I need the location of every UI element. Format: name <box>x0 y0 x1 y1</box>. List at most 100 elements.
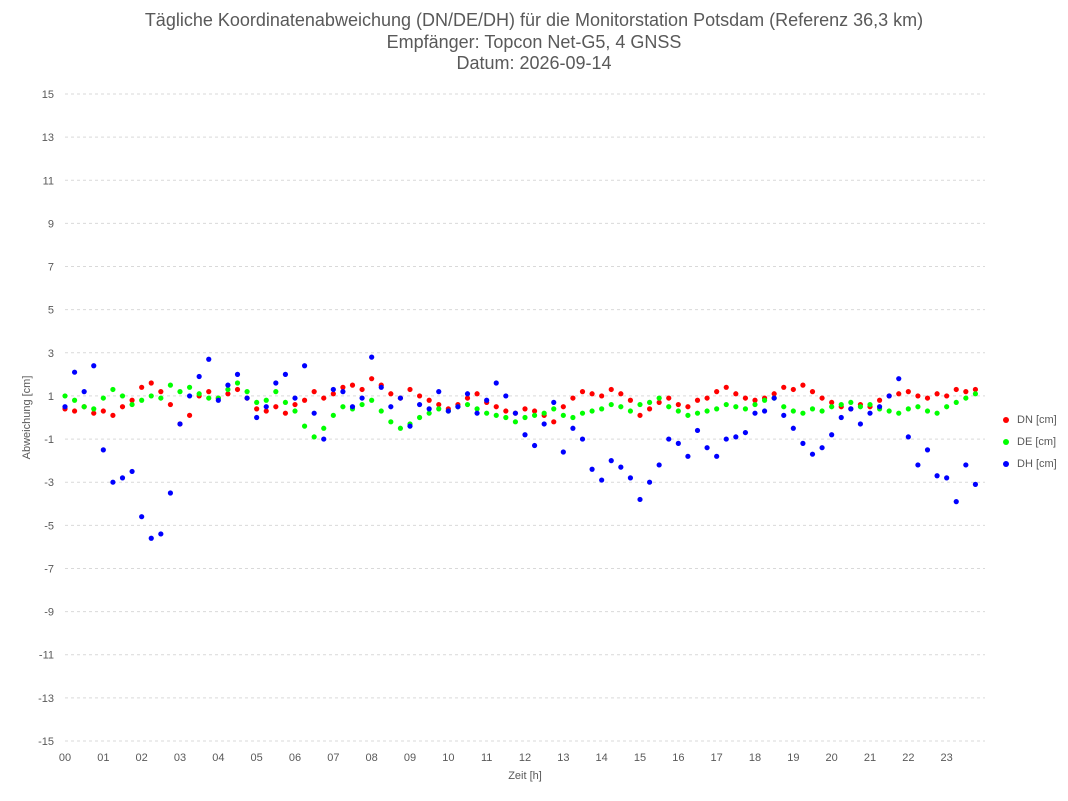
data-point-dh <box>848 406 854 412</box>
data-point-dn <box>407 386 413 393</box>
data-point-de <box>397 425 404 431</box>
legend-label-de: DE [cm] <box>1017 436 1057 448</box>
data-point-de <box>675 408 681 414</box>
data-point-dh <box>110 479 116 485</box>
x-tick-label: 06 <box>289 752 301 764</box>
data-point-dh <box>714 453 720 459</box>
data-point-dn <box>733 391 739 397</box>
data-point-dn <box>656 399 662 406</box>
data-point-dh <box>723 436 729 442</box>
data-point-dh <box>407 423 413 429</box>
data-point-dh <box>809 451 816 457</box>
data-point-dn <box>139 384 145 390</box>
data-point-dh <box>944 475 950 481</box>
data-point-de <box>464 401 471 408</box>
x-tick-label: 20 <box>826 752 838 764</box>
data-point-dn <box>819 395 825 401</box>
x-tick-label: 03 <box>174 752 186 764</box>
data-point-de <box>829 404 835 410</box>
data-point-dn <box>972 386 979 393</box>
data-point-de <box>119 393 126 399</box>
data-point-dh <box>953 499 959 505</box>
data-point-dh <box>225 382 231 388</box>
data-point-de <box>167 382 174 388</box>
data-point-dn <box>369 376 375 382</box>
data-point-dh <box>129 468 135 475</box>
x-tick-label: 07 <box>327 752 339 764</box>
data-point-dh <box>637 496 643 503</box>
data-point-de <box>733 404 739 410</box>
data-point-de <box>714 406 720 412</box>
data-point-de <box>100 395 106 401</box>
data-point-dn <box>100 408 106 414</box>
legend-marker-dn <box>1003 417 1009 423</box>
data-point-dh <box>896 376 902 382</box>
data-point-dn <box>915 393 921 399</box>
y-tick-label: -7 <box>44 563 54 575</box>
data-point-dh <box>771 395 777 401</box>
data-point-de <box>896 410 902 416</box>
data-point-dn <box>206 389 212 395</box>
data-point-dh <box>503 393 509 399</box>
data-point-dh <box>522 432 528 438</box>
data-point-dn <box>627 397 634 403</box>
y-tick-label: -13 <box>38 693 54 705</box>
data-point-dh <box>656 462 662 468</box>
data-point-de <box>62 393 68 399</box>
x-tick-label: 00 <box>59 752 71 764</box>
data-point-de <box>503 414 509 421</box>
data-point-dn <box>579 389 586 395</box>
data-point-de <box>560 412 566 418</box>
x-tick-label: 18 <box>749 752 761 764</box>
data-point-dn <box>752 397 758 403</box>
data-point-de <box>886 408 892 414</box>
data-point-de <box>819 408 825 414</box>
data-point-dh <box>416 401 423 408</box>
data-point-dh <box>311 410 317 416</box>
data-point-de <box>570 414 576 421</box>
data-point-dn <box>618 391 624 397</box>
data-point-dn <box>905 389 911 395</box>
data-point-dh <box>924 447 931 453</box>
data-point-de <box>656 395 662 401</box>
data-point-de <box>608 401 614 408</box>
data-point-dh <box>781 412 787 418</box>
data-point-dh <box>378 384 384 390</box>
data-point-de <box>867 401 873 408</box>
x-tick-label: 11 <box>481 752 492 764</box>
data-point-dn <box>416 393 423 399</box>
data-point-dh <box>436 389 442 395</box>
data-point-de <box>953 399 959 406</box>
y-tick-label: 9 <box>48 218 54 230</box>
data-point-dn <box>282 410 289 416</box>
x-tick-label: 17 <box>711 752 723 764</box>
data-point-dn <box>349 382 356 388</box>
data-point-dh <box>139 514 145 520</box>
data-point-dh <box>484 397 490 403</box>
data-point-dh <box>215 397 221 403</box>
data-point-dn <box>464 395 471 401</box>
data-point-de <box>244 389 250 395</box>
data-point-dn <box>742 395 749 401</box>
data-point-dn <box>522 406 528 412</box>
x-tick-label: 08 <box>366 752 378 764</box>
data-point-de <box>637 401 643 408</box>
data-point-de <box>512 419 519 425</box>
data-point-de <box>790 408 796 414</box>
y-tick-label: 5 <box>48 305 54 317</box>
data-point-de <box>646 399 653 406</box>
x-tick-label: 22 <box>902 752 914 764</box>
data-point-dn <box>666 395 672 401</box>
y-axis-title: Abweichung [cm] <box>21 376 33 460</box>
data-point-dn <box>637 412 643 418</box>
data-point-dn <box>493 404 499 410</box>
data-point-de <box>359 401 365 408</box>
data-point-dh <box>426 406 432 412</box>
data-point-dh <box>541 421 547 427</box>
data-point-dh <box>397 395 404 401</box>
data-point-dh <box>704 445 710 451</box>
data-point-de <box>484 410 490 416</box>
data-point-dh <box>972 481 979 487</box>
data-point-de <box>110 386 116 393</box>
x-tick-label: 12 <box>519 752 531 764</box>
